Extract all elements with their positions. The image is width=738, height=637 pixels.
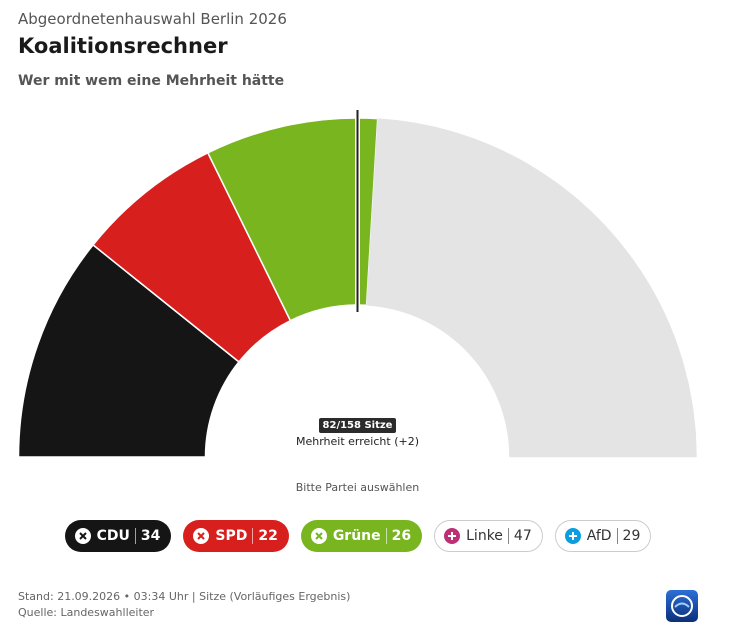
seat-arc	[366, 118, 643, 375]
subtitle: Wer mit wem eine Mehrheit hätte	[18, 73, 285, 89]
footer-stand: Stand: 21.09.2026 • 03:34 Uhr | Sitze (V…	[18, 590, 351, 603]
majority-label: Mehrheit erreicht (+2)	[296, 435, 419, 448]
button-icon	[74, 528, 91, 544]
seats-box: 82/158 Sitze	[0, 413, 715, 433]
party-seats: 22	[258, 528, 278, 544]
separator	[134, 528, 136, 544]
party-seats: 29	[622, 528, 641, 544]
party-seats: 47	[513, 528, 532, 544]
button-icon	[444, 528, 461, 544]
party-button[interactable]: Linke 47	[434, 520, 543, 552]
seat-arc	[484, 271, 697, 458]
button-icon	[193, 528, 210, 544]
party-name: AfD	[586, 528, 612, 544]
seats-label: 82/158 Sitze	[318, 418, 397, 433]
icon-plus	[568, 532, 577, 540]
icon-x	[315, 532, 323, 540]
party-button[interactable]: SPD 22	[183, 520, 289, 552]
party-name: Grüne	[332, 528, 381, 544]
separator	[252, 528, 254, 544]
button-icon	[564, 528, 581, 544]
footer-source: Quelle: Landeswahlleiter	[18, 606, 155, 619]
separator	[385, 528, 387, 544]
party-name: CDU	[96, 528, 130, 544]
party-button[interactable]: Grüne 26	[300, 520, 423, 552]
button-icon	[310, 528, 327, 544]
separator	[507, 528, 509, 544]
party-button[interactable]: AfD 29	[554, 520, 652, 552]
separator	[616, 528, 618, 544]
party-seats: 26	[391, 528, 412, 544]
icon-x	[197, 532, 206, 540]
icon-plus	[448, 532, 457, 540]
party-button[interactable]: CDU 34	[64, 520, 172, 552]
prompt: Bitte Partei auswählen	[295, 481, 420, 494]
icon-x	[78, 532, 87, 540]
title: Koalitionsrechner	[18, 34, 228, 58]
party-name: Linke	[466, 528, 503, 544]
logo	[666, 590, 698, 622]
kicker: Abgeordnetenhauswahl Berlin 2026	[18, 10, 287, 28]
party-buttons: CDU 34 SPD 22 Grüne 26 Linke 47 AfD 29	[0, 520, 716, 552]
party-seats: 34	[140, 528, 161, 544]
chart	[17, 110, 697, 458]
logo-icon	[671, 595, 693, 617]
party-name: SPD	[215, 528, 248, 544]
